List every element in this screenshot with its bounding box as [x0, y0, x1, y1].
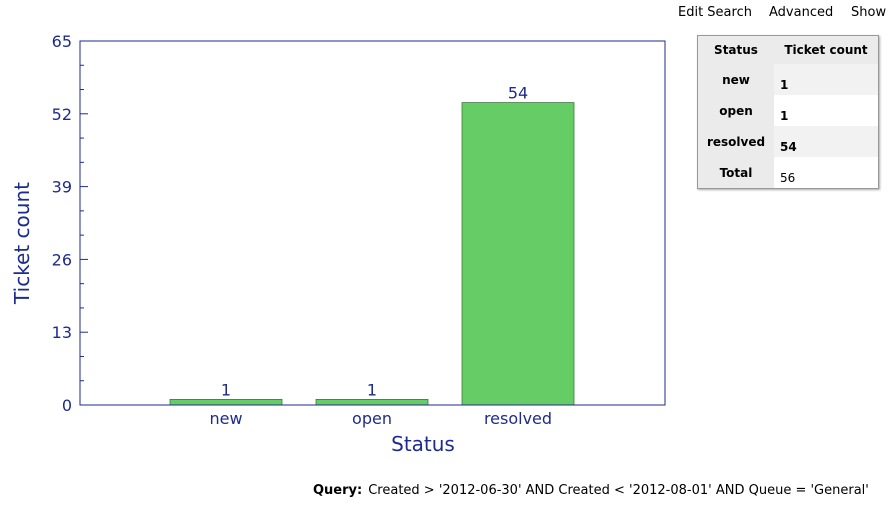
x-axis-tick-labels: new open resolved [209, 409, 552, 428]
bar-resolved [461, 102, 575, 406]
query-footer: Query: Created > '2012-06-30' AND Created… [313, 483, 869, 498]
bar-data-label: 1 [367, 380, 377, 399]
query-text: Created > '2012-06-30' AND Created < '20… [368, 483, 869, 498]
bar-open [315, 398, 429, 406]
bar-new [169, 398, 283, 406]
y-tick-label: 65 [52, 32, 72, 51]
x-tick-label: open [352, 409, 392, 428]
y-tick-label: 13 [52, 323, 72, 342]
show-link[interactable]: Show F [851, 5, 890, 20]
row-count[interactable]: 54 [774, 126, 878, 157]
table-row: resolved 54 [698, 126, 878, 157]
total-value: 56 [774, 157, 878, 188]
y-axis-label: Ticket count [10, 182, 34, 305]
x-tick-label: new [209, 409, 242, 428]
plot-frame [79, 40, 666, 406]
row-status: open [698, 95, 774, 126]
y-axis-ticks: 0 13 26 39 52 65 [52, 32, 88, 415]
row-count[interactable]: 1 [774, 95, 878, 126]
y-tick-label: 26 [52, 250, 72, 269]
total-row: Total 56 [698, 157, 878, 188]
y-tick-label: 0 [62, 396, 72, 415]
table-row: new 1 [698, 64, 878, 95]
x-axis-label: Status [391, 432, 455, 456]
x-tick-label: resolved [484, 409, 552, 428]
bar-data-label: 1 [221, 380, 231, 399]
bars: 1 1 54 [169, 84, 575, 406]
total-label: Total [698, 157, 774, 188]
header-ticket-count: Ticket count [774, 36, 878, 64]
row-count[interactable]: 1 [774, 64, 878, 95]
bar-data-label: 54 [508, 84, 528, 103]
row-status: resolved [698, 126, 774, 157]
header-status: Status [698, 36, 774, 64]
summary-table: Status Ticket count new 1 open 1 resolve… [697, 35, 879, 189]
advanced-link[interactable]: Advanced [769, 5, 834, 20]
edit-search-link[interactable]: Edit Search [678, 5, 752, 20]
row-status: new [698, 64, 774, 95]
bar-chart: 0 13 26 39 52 65 1 1 54 new open resolved Ticket … [10, 32, 666, 456]
y-tick-label: 52 [52, 105, 72, 124]
y-tick-label: 39 [52, 178, 72, 197]
query-label: Query: [313, 483, 363, 498]
table-row: open 1 [698, 95, 878, 126]
